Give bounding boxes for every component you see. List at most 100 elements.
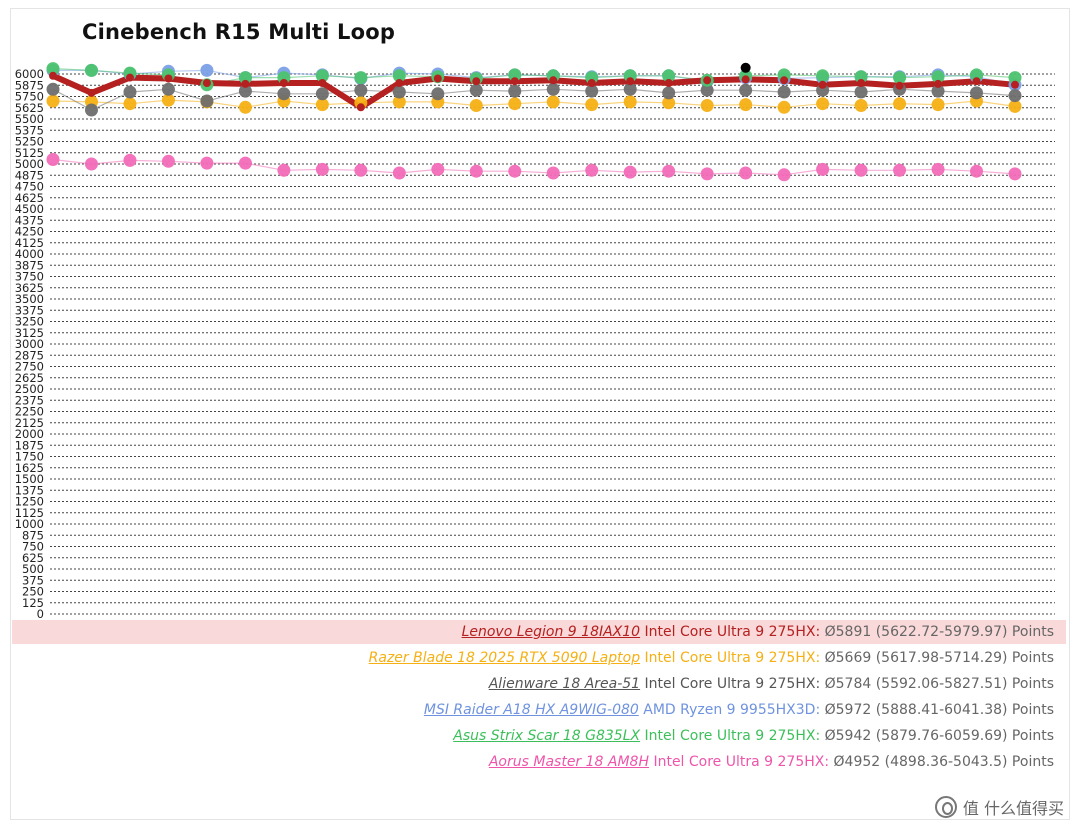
y-tick-label: 3625: [15, 281, 44, 295]
legend-cpu: Intel Core Ultra 9 275HX:: [640, 650, 825, 666]
data-point: [623, 82, 637, 96]
y-tick-label: 2000: [15, 427, 44, 441]
y-tick-label: 500: [22, 562, 44, 576]
data-point: [510, 77, 519, 86]
smzdm-logo-icon: [934, 796, 957, 818]
data-point: [626, 77, 635, 86]
series-lines: [50, 68, 1018, 176]
y-axis-ticks: 0125250375500625750875100011251250137515…: [15, 67, 44, 621]
data-point: [546, 166, 560, 180]
data-point: [1008, 167, 1022, 181]
data-point: [392, 69, 406, 83]
data-point: [46, 94, 60, 108]
data-point: [87, 88, 96, 97]
data-point: [238, 84, 252, 98]
legend-stats: Ø5942 (5879.76-6059.69) Points: [824, 728, 1054, 744]
data-point: [549, 76, 558, 85]
highlight-point: [740, 62, 751, 73]
data-point: [893, 97, 907, 111]
data-point: [585, 98, 599, 112]
data-point: [277, 87, 291, 101]
data-point: [392, 95, 406, 109]
data-point: [433, 74, 442, 83]
y-tick-label: 1375: [15, 483, 44, 497]
legend-model-link[interactable]: MSI Raider A18 HX A9WIG-080: [423, 702, 639, 718]
y-tick-label: 2750: [15, 360, 44, 374]
y-tick-label: 4125: [15, 236, 44, 250]
y-tick-label: 1125: [15, 506, 44, 520]
data-point: [161, 82, 175, 96]
legend-stats: Ø5784 (5592.06-5827.51) Points: [824, 676, 1054, 692]
y-tick-label: 1750: [15, 450, 44, 464]
y-tick-label: 750: [22, 540, 44, 554]
y-tick-label: 1000: [15, 517, 44, 531]
legend-cpu: Intel Core Ultra 9 275HX:: [640, 676, 825, 692]
legend-model-link[interactable]: Asus Strix Scar 18 G835LX: [453, 728, 641, 744]
data-point: [200, 63, 214, 77]
data-point: [700, 83, 714, 97]
y-tick-label: 5625: [15, 101, 44, 115]
series-line: [52, 99, 1016, 108]
watermark: 值 什么值得买: [934, 795, 1064, 819]
y-tick-label: 2125: [15, 416, 44, 430]
data-point: [931, 84, 945, 98]
y-tick-label: 625: [22, 551, 44, 565]
y-tick-label: 3250: [15, 315, 44, 329]
data-point: [623, 95, 637, 109]
data-point: [777, 168, 791, 182]
data-point: [161, 154, 175, 168]
data-point: [508, 164, 522, 178]
data-point: [315, 98, 329, 112]
y-tick-label: 3375: [15, 303, 44, 317]
data-point: [431, 162, 445, 176]
legend-entry: Asus Strix Scar 18 G835LX Intel Core Ult…: [453, 724, 1054, 748]
data-point: [585, 163, 599, 177]
data-point: [739, 166, 753, 180]
legend-cpu: Intel Core Ultra 9 275HX:: [649, 754, 834, 770]
y-tick-label: 4875: [15, 168, 44, 182]
data-point: [469, 164, 483, 178]
y-tick-label: 0: [37, 607, 44, 621]
data-point: [354, 163, 368, 177]
data-point: [46, 82, 60, 96]
chart-frame: [10, 8, 1070, 820]
y-tick-label: 250: [22, 585, 44, 599]
data-point: [970, 68, 984, 82]
watermark-text: 值 什么值得买: [962, 799, 1064, 818]
data-point: [816, 97, 830, 111]
y-tick-label: 1625: [15, 461, 44, 475]
data-point: [200, 156, 214, 170]
data-point: [1008, 89, 1022, 103]
data-point: [241, 79, 250, 88]
legend-model-link[interactable]: Aorus Master 18 AM8H: [488, 754, 649, 770]
y-tick-label: 5750: [15, 90, 44, 104]
data-point: [662, 86, 676, 100]
data-point: [315, 69, 329, 83]
y-tick-label: 2875: [15, 348, 44, 362]
legend-model-link[interactable]: Alienware 18 Area-51: [488, 676, 641, 692]
data-point: [546, 82, 560, 96]
data-point: [931, 162, 945, 176]
data-point: [662, 96, 676, 110]
legend-model-link[interactable]: Lenovo Legion 9 18IAX10: [461, 624, 641, 640]
data-point: [508, 84, 522, 98]
legend-model-link[interactable]: Razer Blade 18 2025 RTX 5090 Laptop: [368, 650, 641, 666]
data-point: [739, 83, 753, 97]
y-tick-label: 3500: [15, 292, 44, 306]
y-tick-label: 1250: [15, 495, 44, 509]
data-point: [84, 63, 98, 77]
data-point: [84, 157, 98, 171]
data-point: [739, 98, 753, 112]
y-tick-label: 5250: [15, 135, 44, 149]
legend-entry: Alienware 18 Area-51 Intel Core Ultra 9 …: [489, 672, 1054, 696]
y-tick-label: 4375: [15, 213, 44, 227]
data-point: [546, 95, 560, 109]
data-point: [200, 94, 214, 108]
data-point: [123, 97, 137, 111]
y-tick-label: 2375: [15, 393, 44, 407]
y-tick-label: 4625: [15, 191, 44, 205]
data-point: [854, 85, 868, 99]
data-point: [585, 84, 599, 98]
y-tick-label: 5375: [15, 123, 44, 137]
